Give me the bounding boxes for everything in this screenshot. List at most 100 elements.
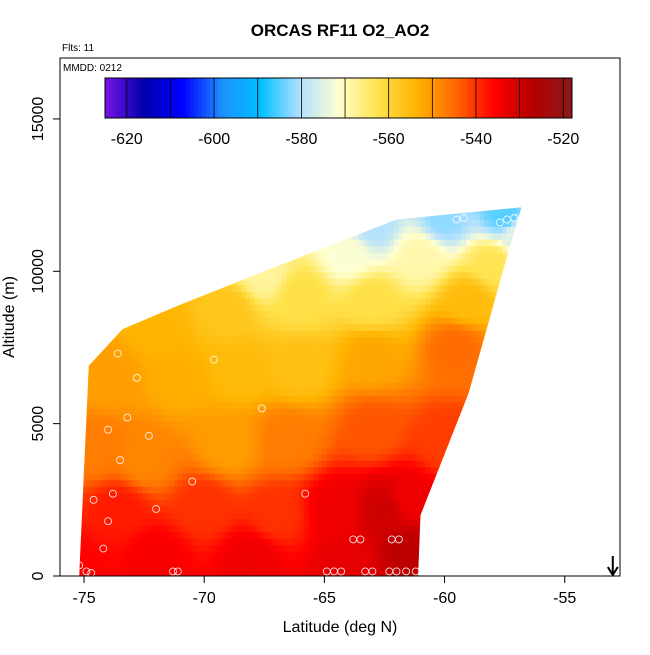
heat-cell	[236, 298, 242, 306]
heat-cell	[448, 389, 454, 397]
heat-cell	[317, 272, 323, 280]
heat-cell	[214, 265, 220, 273]
heat-cell	[146, 434, 152, 442]
heat-cell	[344, 512, 350, 520]
heat-cell	[187, 207, 193, 215]
heat-cell	[277, 356, 283, 364]
heat-cell	[241, 421, 247, 429]
heat-cell	[110, 506, 116, 514]
heat-cell	[250, 480, 256, 488]
heat-cell	[412, 389, 418, 397]
heat-cell	[151, 415, 157, 423]
heat-cell	[97, 311, 103, 319]
heat-cell	[101, 350, 107, 358]
heat-cell	[286, 291, 292, 299]
heat-cell	[124, 246, 130, 254]
heat-cell	[425, 246, 431, 254]
heat-cell	[362, 304, 368, 312]
heat-cell	[335, 369, 341, 377]
heat-cell	[385, 324, 391, 332]
heat-cell	[434, 408, 440, 416]
heat-cell	[317, 369, 323, 377]
heat-cell	[245, 246, 251, 254]
heat-cell	[506, 519, 512, 527]
heat-cell	[470, 389, 476, 397]
heat-cell	[452, 473, 458, 481]
heat-cell	[443, 395, 449, 403]
heat-cell	[124, 337, 130, 345]
heat-cell	[155, 213, 161, 221]
heat-cell	[178, 473, 184, 481]
heat-cell	[520, 506, 522, 514]
heat-cell	[254, 363, 260, 371]
heat-cell	[394, 252, 400, 260]
heat-cell	[110, 441, 116, 449]
heat-cell	[317, 330, 323, 338]
heat-cell	[304, 298, 310, 306]
heat-cell	[488, 363, 494, 371]
heat-cell	[515, 220, 521, 228]
heat-cell	[281, 421, 287, 429]
heat-cell	[407, 428, 413, 436]
heat-cell	[254, 415, 260, 423]
heat-cell	[484, 525, 490, 533]
heat-cell	[173, 402, 179, 410]
heat-cell	[178, 285, 184, 293]
heat-cell	[497, 369, 503, 377]
heat-cell	[164, 376, 170, 384]
heat-cell	[97, 304, 103, 312]
heat-cell	[169, 454, 175, 462]
heat-cell	[155, 272, 161, 280]
heat-cell	[124, 363, 130, 371]
heat-cell	[313, 434, 319, 442]
heat-cell	[151, 519, 157, 527]
heat-cell	[304, 408, 310, 416]
heat-cell	[160, 272, 166, 280]
heat-cell	[475, 246, 481, 254]
heat-cell	[200, 337, 206, 345]
heat-cell	[263, 369, 269, 377]
heat-cell	[286, 246, 292, 254]
heat-cell	[520, 493, 522, 501]
heat-cell	[160, 402, 166, 410]
heat-cell	[416, 408, 422, 416]
heat-cell	[209, 350, 215, 358]
heat-cell	[250, 363, 256, 371]
heat-cell	[376, 278, 382, 286]
heat-cell	[155, 278, 161, 286]
heat-cell	[353, 304, 359, 312]
heat-cell	[506, 330, 512, 338]
heat-cell	[281, 486, 287, 494]
heat-cell	[146, 350, 152, 358]
heat-cell	[398, 337, 404, 345]
heat-cell	[92, 415, 98, 423]
heat-cell	[493, 480, 499, 488]
heat-cell	[362, 512, 368, 520]
heat-cell	[277, 473, 283, 481]
heat-cell	[340, 525, 346, 533]
heat-cell	[313, 324, 319, 332]
heat-cell	[371, 506, 377, 514]
heat-cell	[416, 285, 422, 293]
heat-cell	[497, 506, 503, 514]
heat-cell	[358, 519, 364, 527]
heat-cell	[520, 376, 522, 384]
heat-cell	[461, 311, 467, 319]
heat-cell	[92, 213, 98, 221]
heat-cell	[416, 434, 422, 442]
heat-cell	[241, 343, 247, 351]
heat-cell	[191, 317, 197, 325]
heat-cell	[106, 454, 112, 462]
heat-cell	[484, 506, 490, 514]
heat-cell	[295, 369, 301, 377]
heat-cell	[254, 330, 260, 338]
heat-cell	[137, 213, 143, 221]
heat-cell	[151, 298, 157, 306]
heat-cell	[173, 525, 179, 533]
heat-cell	[353, 506, 359, 514]
heat-cell	[367, 330, 373, 338]
heat-cell	[223, 272, 229, 280]
heat-cell	[488, 428, 494, 436]
heat-cell	[250, 337, 256, 345]
heat-cell	[484, 304, 490, 312]
